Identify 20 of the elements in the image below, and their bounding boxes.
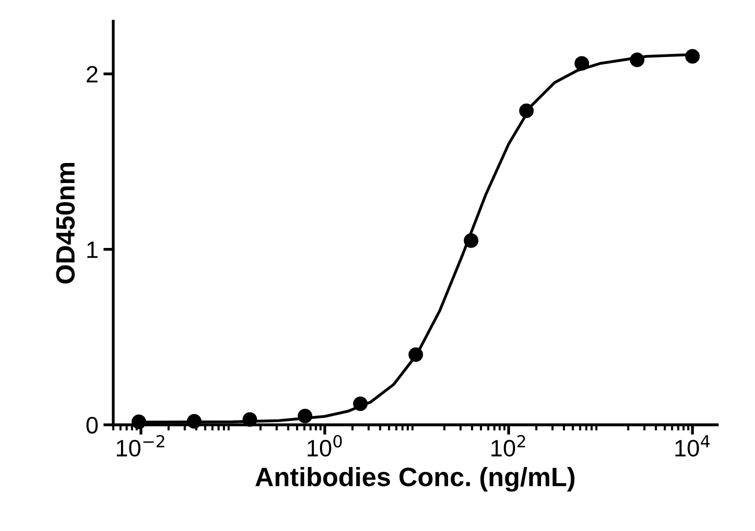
x-tick-label: 10$^{2}$: [492, 435, 526, 457]
y-axis-title: OD450nm: [56, 163, 75, 284]
x-axis-title: Antibodies Conc. (ng/mL): [255, 466, 574, 492]
point: [685, 49, 700, 64]
y-tick-label: 0: [86, 416, 98, 434]
point: [186, 414, 202, 429]
y-tick-label: 1: [87, 242, 98, 258]
point: [353, 396, 368, 412]
x-tick-label: 10$^{−2}$: [116, 435, 164, 457]
x-tick-label: 10$^{0}$: [308, 435, 342, 457]
point: [298, 408, 312, 424]
y-tick-label: 2: [86, 66, 98, 82]
point: [408, 347, 424, 362]
x-tick-label: 10$^{4}$: [675, 435, 710, 457]
point: [132, 414, 146, 430]
point: [242, 412, 258, 427]
point: [464, 233, 478, 248]
point: [519, 103, 534, 118]
point: [574, 56, 590, 71]
point: [630, 52, 644, 68]
